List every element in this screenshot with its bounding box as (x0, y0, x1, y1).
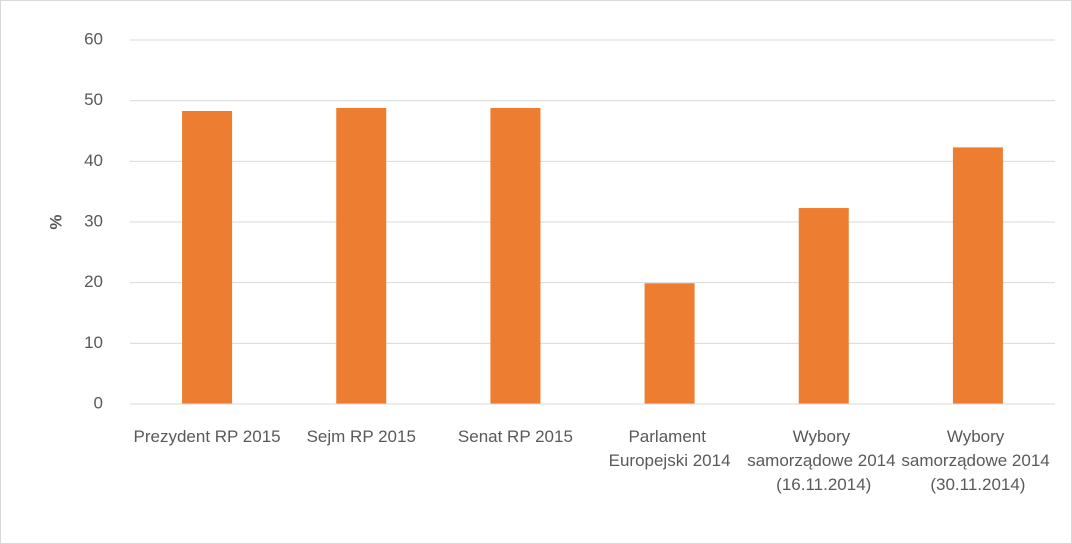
y-tick-label: 20 (84, 272, 103, 291)
y-tick-label: 30 (84, 211, 103, 230)
bar (644, 283, 695, 404)
bar (490, 107, 541, 405)
bar (182, 110, 233, 404)
y-tick-label: 40 (84, 151, 103, 170)
y-tick-label: 60 (84, 29, 103, 48)
x-tick-label: Wybory samorządowe 2014 (16.11.2014) (747, 427, 900, 494)
x-tick-label: Prezydent RP 2015 (134, 427, 281, 446)
y-tick-label: 0 (94, 393, 103, 412)
bar (952, 147, 1003, 404)
y-axis-label: % (46, 214, 65, 229)
x-tick-label: Senat RP 2015 (458, 427, 573, 446)
y-tick-label: 50 (84, 90, 103, 109)
y-tick-label: 10 (84, 333, 103, 352)
bar (336, 107, 387, 405)
x-tick-label: Wybory samorządowe 2014 (30.11.2014) (901, 427, 1054, 494)
x-tick-label: Sejm RP 2015 (307, 427, 416, 446)
x-tick-label: Parlament Europejski 2014 (609, 427, 731, 470)
bar (798, 208, 849, 404)
